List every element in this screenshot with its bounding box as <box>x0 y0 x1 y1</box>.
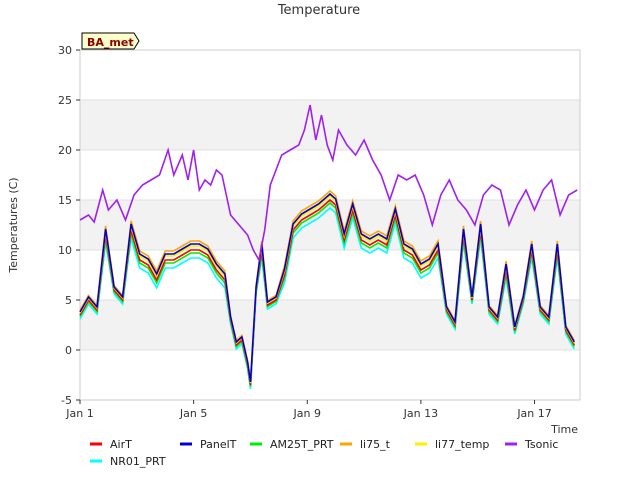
y-tick-label: 15 <box>58 194 72 207</box>
legend-label: li77_temp <box>435 438 489 451</box>
legend: AirT PanelT AM25T_PRT li75_t li77_temp Tsonic… <box>90 438 558 468</box>
legend-label: AM25T_PRT <box>270 438 334 451</box>
background-band <box>80 100 580 150</box>
legend-label: AirT <box>110 438 132 451</box>
y-tick-label: 0 <box>65 344 72 357</box>
x-axis-ticks: Jan 1 Jan 5 Jan 9 Jan 13 Jan 17 <box>65 400 552 420</box>
y-tick-label: 25 <box>58 94 72 107</box>
x-tick-label: Jan 13 <box>403 407 438 420</box>
plot-frame <box>79 49 581 401</box>
y-tick-label: 30 <box>58 44 72 57</box>
y-tick-label: 5 <box>65 294 72 307</box>
y-axis-ticks: -5 0 5 10 15 20 25 30 <box>58 44 80 407</box>
x-axis-label: Time <box>550 423 578 436</box>
legend-label: li75_t <box>360 438 391 451</box>
x-tick-label: Jan 5 <box>179 407 207 420</box>
y-tick-label: 20 <box>58 144 72 157</box>
series-line-tsonic <box>79 104 578 263</box>
background-bands <box>80 100 580 350</box>
legend-label: PanelT <box>200 438 237 451</box>
x-tick-label: Jan 17 <box>516 407 551 420</box>
badge: BA_met <box>81 32 140 50</box>
badge-box <box>81 32 140 50</box>
series-lines <box>79 104 578 390</box>
y-tick-label: 10 <box>58 244 72 257</box>
chart-title: Temperature <box>277 3 360 18</box>
legend-label: NR01_PRT <box>110 455 166 468</box>
background-band <box>80 300 580 350</box>
badge-label: BA_met <box>87 36 134 49</box>
y-axis-label: Temperatures (C) <box>7 177 20 273</box>
y-tick-label: -5 <box>61 394 72 407</box>
series-line-panelt <box>79 192 575 383</box>
legend-label: Tsonic <box>524 438 558 451</box>
x-tick-label: Jan 9 <box>293 407 321 420</box>
x-tick-label: Jan 1 <box>65 407 93 420</box>
